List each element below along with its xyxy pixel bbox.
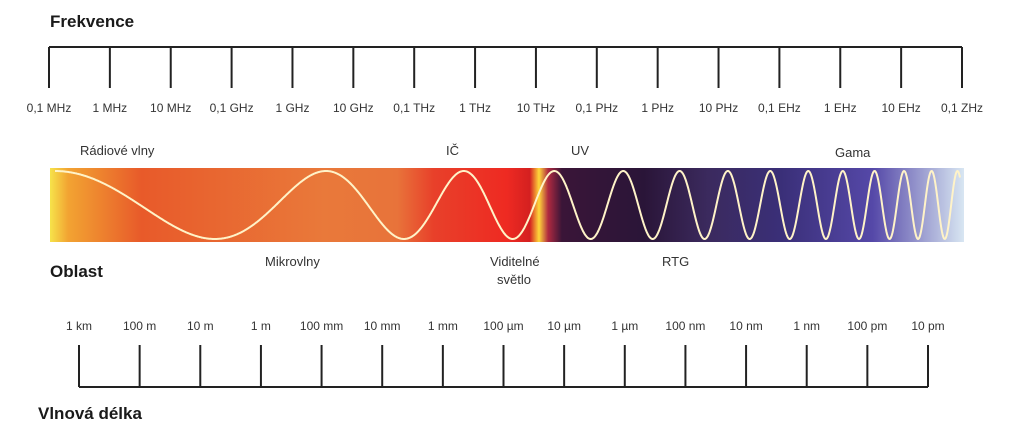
frequency-tick-label: 0,1 EHz [758,101,801,115]
frequency-tick-labels: 0,1 MHz 1 MHz 10 MHz 0,1 GHz 1 GHz 10 GHz 0,1 … [27,101,983,115]
frequency-tick-label: 1 GHz [275,101,309,115]
wavelength-tick-labels: 1 km 100 m 10 m 1 m 100 mm 10 mm 1 mm 100 µm 10 … [66,319,945,333]
frequency-tick-label: 1 THz [459,101,491,115]
region-microwave: Mikrovlny [265,254,320,269]
frequency-tick-label: 1 EHz [824,101,857,115]
frequency-tick-label: 10 PHz [699,101,738,115]
wavelength-tick-label: 10 mm [364,319,401,333]
frequency-tick-label: 0,1 THz [393,101,435,115]
wavelength-tick-label: 1 mm [428,319,458,333]
region-title: Oblast [50,262,103,281]
wavelength-tick-label: 100 nm [665,319,705,333]
wavelength-tick-label: 100 m [123,319,156,333]
region-uv: UV [571,143,589,158]
frequency-title: Frekvence [50,12,135,31]
wavelength-title: Vlnová délka [38,404,142,423]
region-xray: RTG [662,254,689,269]
wavelength-tick-label: 1 µm [611,319,638,333]
frequency-axis [48,46,963,88]
frequency-tick-label: 0,1 MHz [27,101,72,115]
frequency-tick-label: 1 PHz [641,101,674,115]
frequency-tick-label: 10 EHz [881,101,920,115]
region-radio: Rádiové vlny [80,143,155,158]
wavelength-tick-label: 1 nm [793,319,820,333]
region-visible-line1: Viditelné [490,254,540,269]
wavelength-tick-label: 10 µm [547,319,581,333]
wavelength-tick-label: 10 pm [911,319,944,333]
wavelength-tick-label: 100 pm [847,319,887,333]
spectrum-band [50,168,964,242]
region-gamma: Gama [835,145,871,160]
wavelength-tick-label: 1 km [66,319,92,333]
wavelength-tick-label: 100 µm [483,319,523,333]
frequency-tick-label: 0,1 GHz [210,101,254,115]
wavelength-axis [78,345,929,388]
wave-curve [55,169,961,241]
frequency-tick-label: 0,1 PHz [575,101,618,115]
frequency-tick-label: 10 GHz [333,101,374,115]
wavelength-tick-label: 10 m [187,319,214,333]
wavelength-tick-label: 100 mm [300,319,343,333]
region-visible-line2: světlo [497,272,531,287]
frequency-tick-label: 10 MHz [150,101,191,115]
frequency-tick-label: 1 MHz [93,101,128,115]
frequency-tick-label: 10 THz [517,101,555,115]
frequency-tick-label: 0,1 ZHz [941,101,983,115]
wavelength-tick-label: 10 nm [729,319,762,333]
wavelength-tick-label: 1 m [251,319,271,333]
region-ir: IČ [446,143,459,158]
